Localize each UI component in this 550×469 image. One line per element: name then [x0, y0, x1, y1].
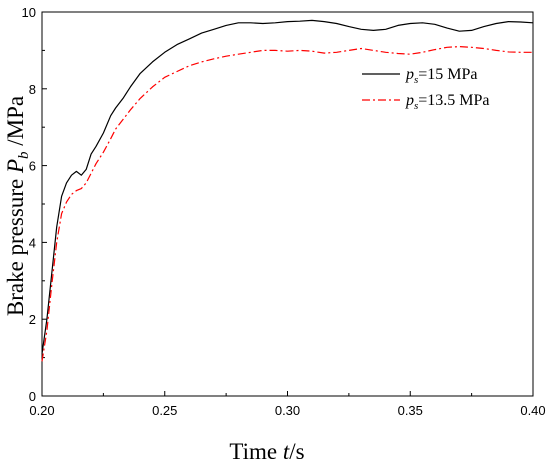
- y-tick-label: 6: [29, 159, 36, 174]
- y-tick-label: 4: [29, 235, 36, 250]
- x-axis-title: Time t/s: [229, 439, 304, 464]
- y-axis-title: Brake pressure Pb /MPa: [3, 96, 32, 316]
- x-tick-label: 0.35: [398, 403, 423, 418]
- x-tick-label: 0.20: [29, 403, 54, 418]
- y-tick-label: 10: [22, 5, 36, 20]
- x-tick-label: 0.40: [520, 403, 545, 418]
- series-layer: [41, 19, 534, 362]
- y-tick-label: 2: [29, 312, 36, 327]
- series-line-ps-13-5: [41, 45, 533, 362]
- series-line-ps-15: [41, 19, 534, 354]
- x-axis-ticks: 0.20 0.25 0.30 0.35 0.40: [29, 391, 546, 418]
- legend-label-ps-15: ps=15 MPa: [405, 66, 478, 86]
- legend-label-ps-13-5: ps=13.5 MPa: [405, 92, 490, 112]
- y-axis-ticks: 0 2 4 6 8 10: [22, 5, 47, 404]
- x-tick-label: 0.25: [152, 403, 177, 418]
- x-tick-label: 0.30: [275, 403, 300, 418]
- legend: ps=15 MPa ps=13.5 MPa: [362, 66, 490, 112]
- y-tick-label: 0: [29, 389, 36, 404]
- y-tick-label: 8: [29, 82, 36, 97]
